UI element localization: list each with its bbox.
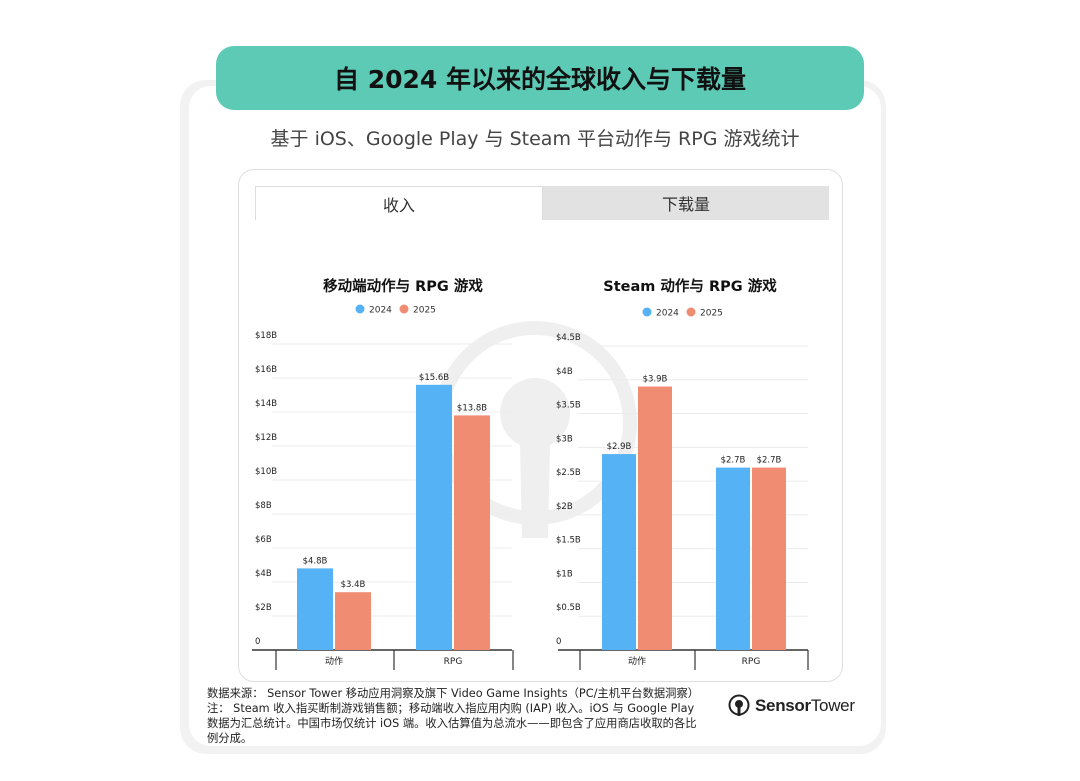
data-label: $4.8B xyxy=(303,556,328,566)
sensor-tower-wordmark: SensorTower xyxy=(755,696,855,716)
y-tick-label: $14B xyxy=(255,399,277,409)
y-tick-label: $8B xyxy=(255,501,272,511)
page-subtitle: 基于 iOS、Google Play 与 Steam 平台动作与 RPG 游戏统… xyxy=(270,128,800,150)
bar-2025-0 xyxy=(335,592,371,650)
tab-bar: 收入 下载量 xyxy=(255,186,829,220)
data-label: $13.8B xyxy=(457,403,487,413)
logo-light: Tower xyxy=(810,696,855,715)
bar-2024-0 xyxy=(602,454,636,650)
bar-2025-0 xyxy=(638,386,672,650)
bar-2024-0 xyxy=(297,568,333,650)
y-tick-label: $2B xyxy=(556,502,573,512)
y-tick-label: 0 xyxy=(556,637,561,647)
y-tick-label: $18B xyxy=(255,331,277,341)
legend-label-2024: 2024 xyxy=(656,309,679,319)
legend-swatch-2025 xyxy=(686,307,696,317)
footer-note: 注： Steam 收入指买断制游戏销售额；移动端收入指应用内购 (IAP) 收入… xyxy=(207,702,697,745)
y-tick-label: $3B xyxy=(556,434,573,444)
y-tick-label: $4.5B xyxy=(556,333,581,343)
x-tick-label: RPG xyxy=(444,657,463,667)
chart-title: Steam 动作与 RPG 游戏 xyxy=(603,277,777,295)
y-tick-label: 0 xyxy=(255,637,260,647)
data-label: $3.4B xyxy=(341,580,366,590)
logo-bold: Sensor xyxy=(755,696,811,715)
chart-title: 移动端动作与 RPG 游戏 xyxy=(323,277,483,295)
x-tick-label: 动作 xyxy=(628,655,646,667)
data-label: $2.9B xyxy=(607,442,632,452)
legend-label-2025: 2025 xyxy=(700,309,723,319)
y-tick-label: $2B xyxy=(255,603,272,613)
y-tick-label: $3.5B xyxy=(556,401,581,411)
y-tick-label: $1.5B xyxy=(556,536,581,546)
sensor-tower-logo: SensorTower xyxy=(728,694,855,718)
y-tick-label: $12B xyxy=(255,433,277,443)
data-label: $3.9B xyxy=(643,375,668,385)
bar-2024-1 xyxy=(716,467,750,650)
footer-notes: 数据来源： Sensor Tower 移动应用洞察及旗下 Video Game … xyxy=(207,686,707,746)
y-tick-label: $4B xyxy=(255,569,272,579)
legend-label-2025: 2025 xyxy=(413,306,436,316)
bar-2025-1 xyxy=(752,467,786,650)
y-tick-label: $16B xyxy=(255,365,277,375)
sensor-tower-logo-icon xyxy=(728,694,750,716)
tab-downloads[interactable]: 下载量 xyxy=(543,186,829,220)
x-tick-label: RPG xyxy=(742,657,761,667)
y-tick-label: $2.5B xyxy=(556,468,581,478)
tab-revenue[interactable]: 收入 xyxy=(255,186,543,220)
data-label: $2.7B xyxy=(757,456,782,466)
x-tick-label: 动作 xyxy=(325,655,343,667)
page-title: 自 2024 年以来的全球收入与下载量 xyxy=(216,46,864,110)
data-label: $2.7B xyxy=(721,456,746,466)
y-tick-label: $6B xyxy=(255,535,272,545)
y-tick-label: $4B xyxy=(556,367,573,377)
data-label: $15.6B xyxy=(419,373,449,383)
y-tick-label: $1B xyxy=(556,569,573,579)
bar-2025-1 xyxy=(454,415,490,650)
legend-swatch-2024 xyxy=(642,307,652,317)
footer-source: 数据来源： Sensor Tower 移动应用洞察及旗下 Video Game … xyxy=(207,687,700,700)
y-tick-label: $10B xyxy=(255,467,277,477)
bar-2024-1 xyxy=(416,384,452,650)
legend-swatch-2025 xyxy=(399,304,409,314)
y-tick-label: $0.5B xyxy=(556,603,581,613)
legend-swatch-2024 xyxy=(355,304,365,314)
legend-label-2024: 2024 xyxy=(369,306,392,316)
